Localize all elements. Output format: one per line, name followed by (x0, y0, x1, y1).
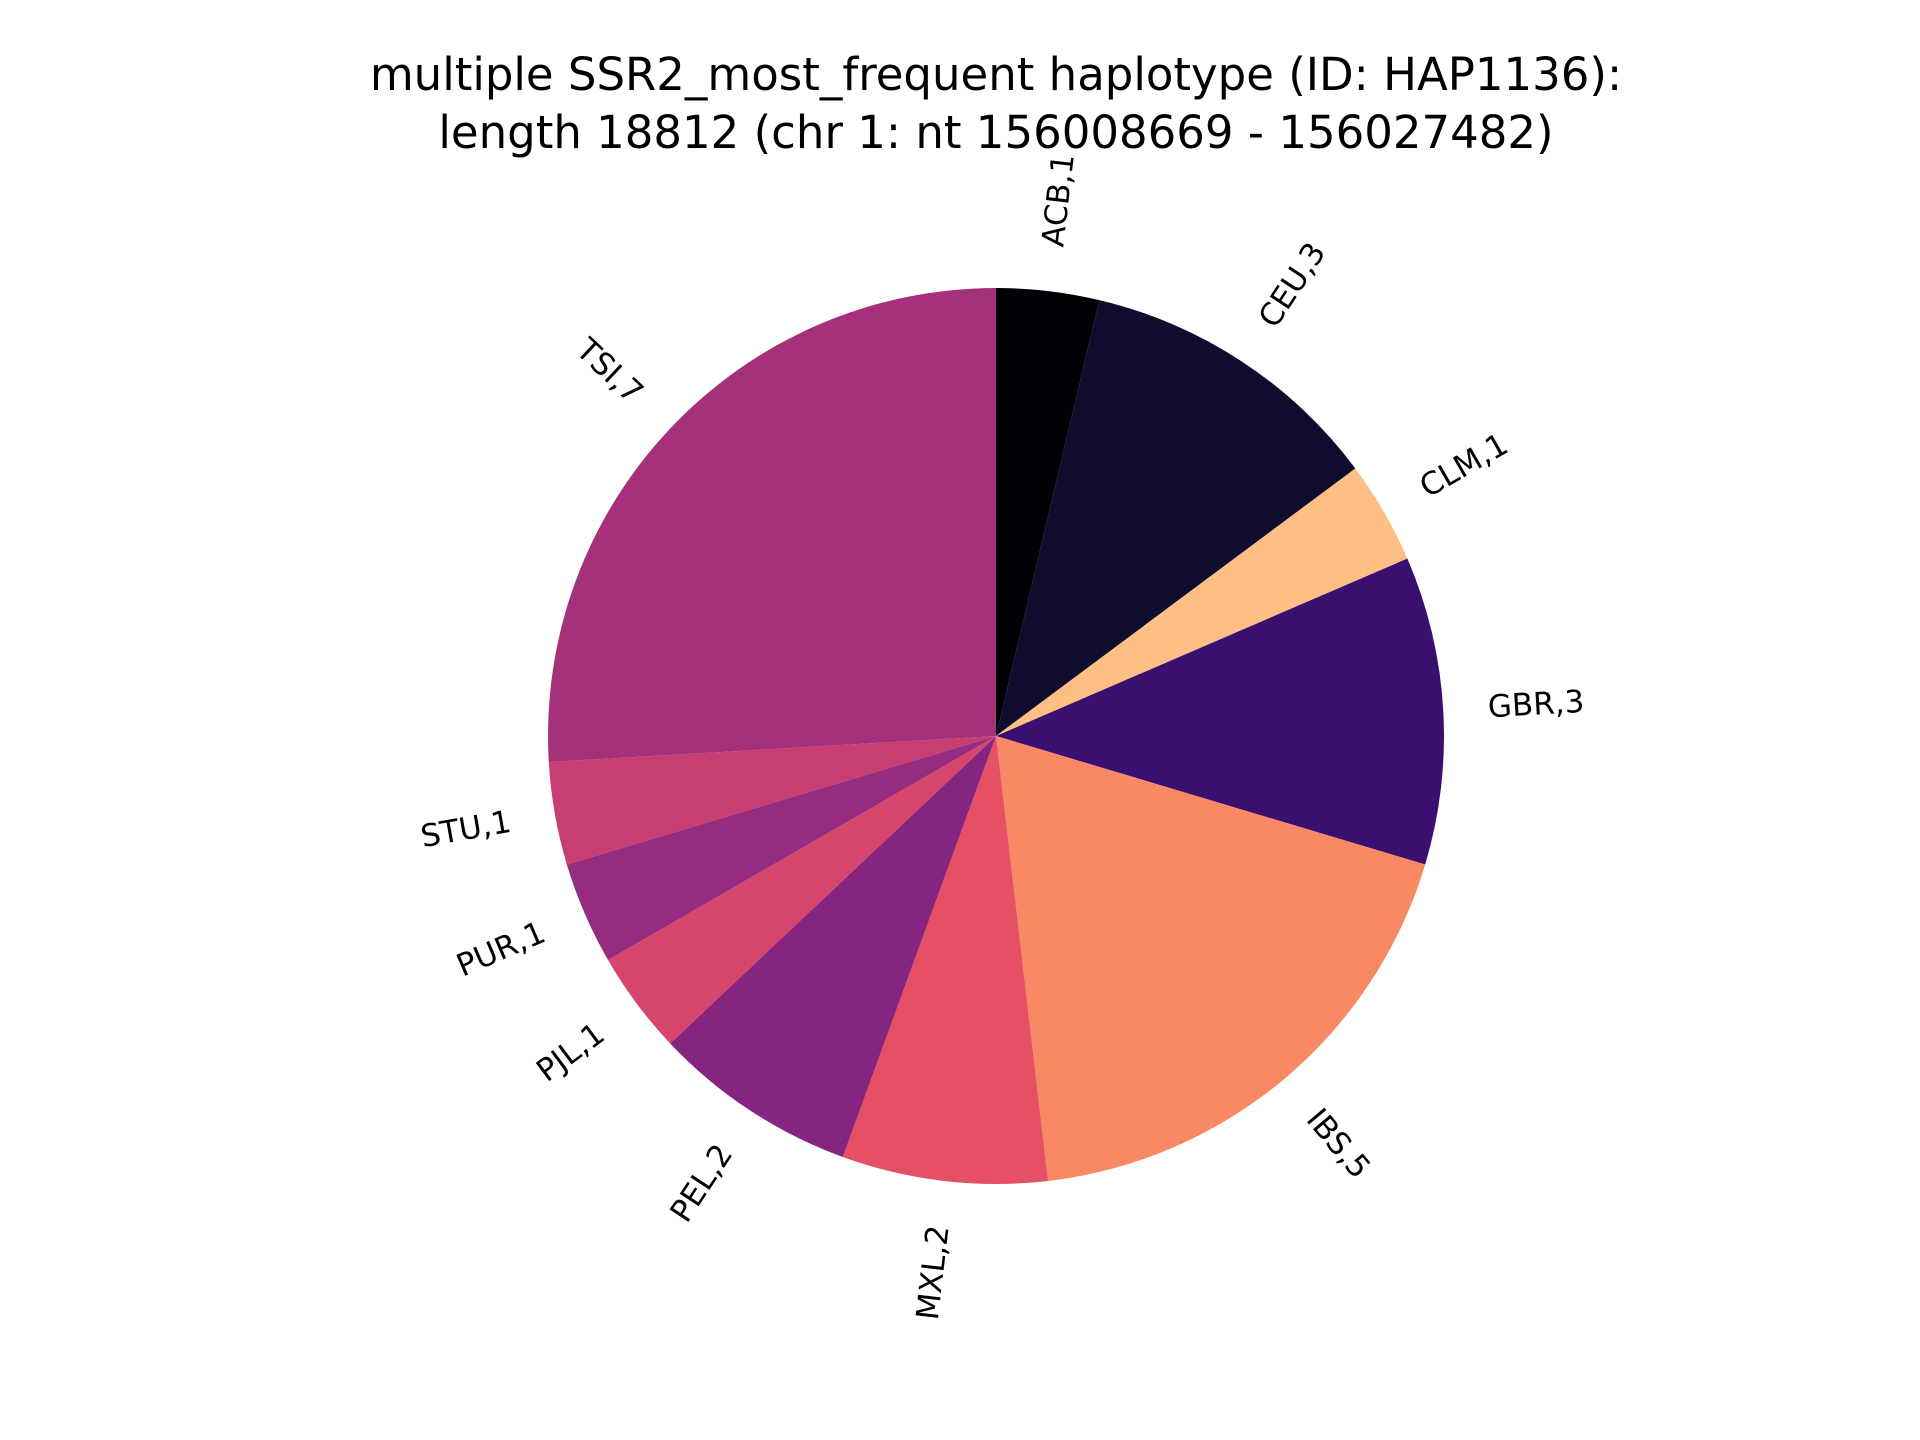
pie-label-pjl: PJL,1 (530, 1016, 611, 1089)
pie-slice-clm (996, 468, 1408, 736)
pie-slice-pel (670, 736, 996, 1157)
pie-slice-acb (996, 288, 1100, 736)
pie-label-pel: PEL,2 (663, 1138, 740, 1229)
pie-slice-pjl (608, 736, 996, 1044)
pie-slice-gbr (996, 558, 1444, 865)
pie-label-gbr: GBR,3 (1487, 684, 1585, 726)
pie-label-stu: STU,1 (418, 804, 514, 855)
chart-title-line-1: multiple SSR2_most_frequent haplotype (I… (370, 48, 1622, 101)
pie-label-tsi: TSI,7 (568, 331, 650, 411)
pie-label-acb: ACB,1 (1035, 152, 1082, 249)
pie-slice-tsi (548, 288, 996, 763)
pie-slice-mxl (842, 736, 1049, 1184)
pie-slice-ibs (996, 736, 1426, 1181)
pie-slice-pur (566, 736, 996, 960)
pie-label-pur: PUR,1 (451, 915, 550, 985)
pie-slices (548, 288, 1444, 1184)
chart-title-line-2: length 18812 (chr 1: nt 156008669 - 1560… (438, 106, 1553, 159)
pie-label-ceu: CEU,3 (1252, 236, 1333, 334)
pie-slice-ceu (996, 300, 1356, 736)
pie-slice-stu (548, 736, 996, 865)
pie-label-ibs: IBS,5 (1299, 1102, 1377, 1186)
pie-label-mxl: MXL,2 (910, 1223, 957, 1321)
pie-label-clm: CLM,1 (1414, 426, 1514, 505)
